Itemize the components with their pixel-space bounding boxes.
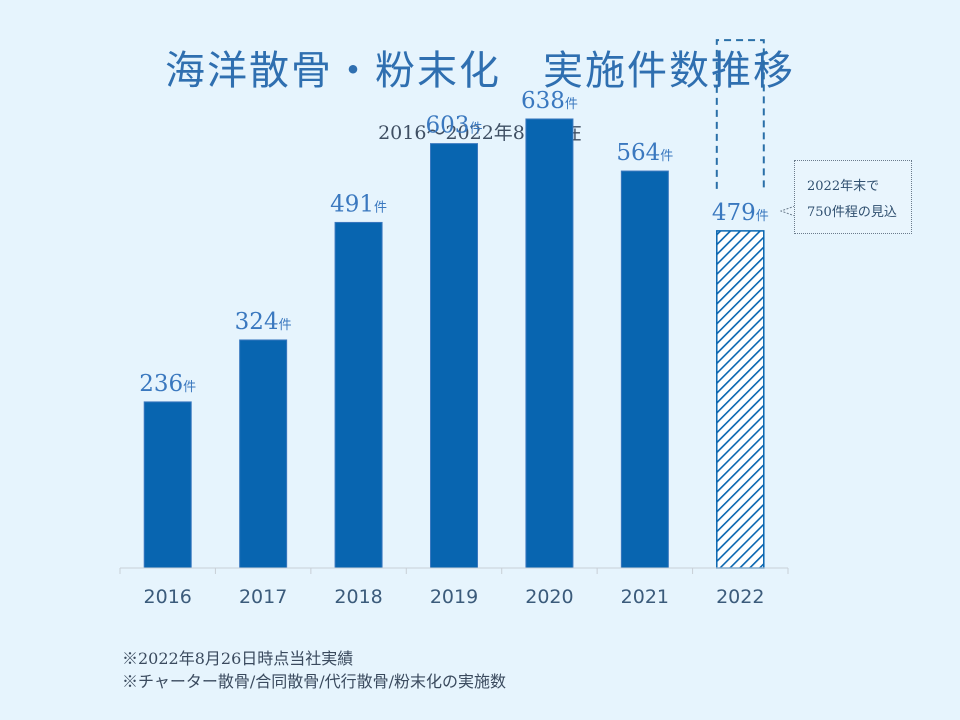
callout-line-2: 750件程の見込 bbox=[807, 205, 897, 220]
tick-label-2020: 2020 bbox=[525, 586, 573, 608]
callout-pointer bbox=[780, 205, 795, 217]
tick-label-2018: 2018 bbox=[334, 586, 382, 608]
bar-2016 bbox=[143, 401, 192, 569]
bar-2022 bbox=[716, 230, 765, 569]
value-label-2019: 603件 bbox=[426, 113, 483, 139]
bar-2017 bbox=[239, 339, 288, 569]
value-label-2016: 236件 bbox=[139, 371, 196, 397]
bar-2019 bbox=[430, 143, 478, 569]
tick-label-2016: 2016 bbox=[144, 586, 192, 608]
bar-2018 bbox=[334, 221, 383, 569]
footnote-2: ※チャーター散骨/合同散骨/代行散骨/粉末化の実施数 bbox=[122, 672, 507, 691]
projection-box-2022 bbox=[715, 39, 765, 189]
bar-2020 bbox=[525, 118, 574, 569]
tick-label-2021: 2021 bbox=[621, 586, 669, 608]
value-label-2022: 479件 bbox=[712, 200, 769, 226]
bar-2021 bbox=[620, 170, 669, 569]
tick-label-2019: 2019 bbox=[430, 586, 478, 608]
value-label-2017: 324件 bbox=[235, 309, 292, 335]
value-label-2020: 638件 bbox=[521, 88, 578, 114]
tick-label-2017: 2017 bbox=[239, 586, 287, 608]
value-label-2018: 491件 bbox=[330, 191, 387, 217]
chart-title: 海洋散骨・粉末化 実施件数推移 bbox=[165, 48, 795, 94]
callout-line-1: 2022年末で bbox=[807, 179, 880, 194]
tick-label-2022: 2022 bbox=[716, 586, 764, 608]
value-label-2021: 564件 bbox=[616, 140, 673, 166]
projection-callout: 2022年末で 750件程の見込 bbox=[794, 160, 912, 234]
footnote-1: ※2022年8月26日時点当社実績 bbox=[122, 649, 354, 668]
